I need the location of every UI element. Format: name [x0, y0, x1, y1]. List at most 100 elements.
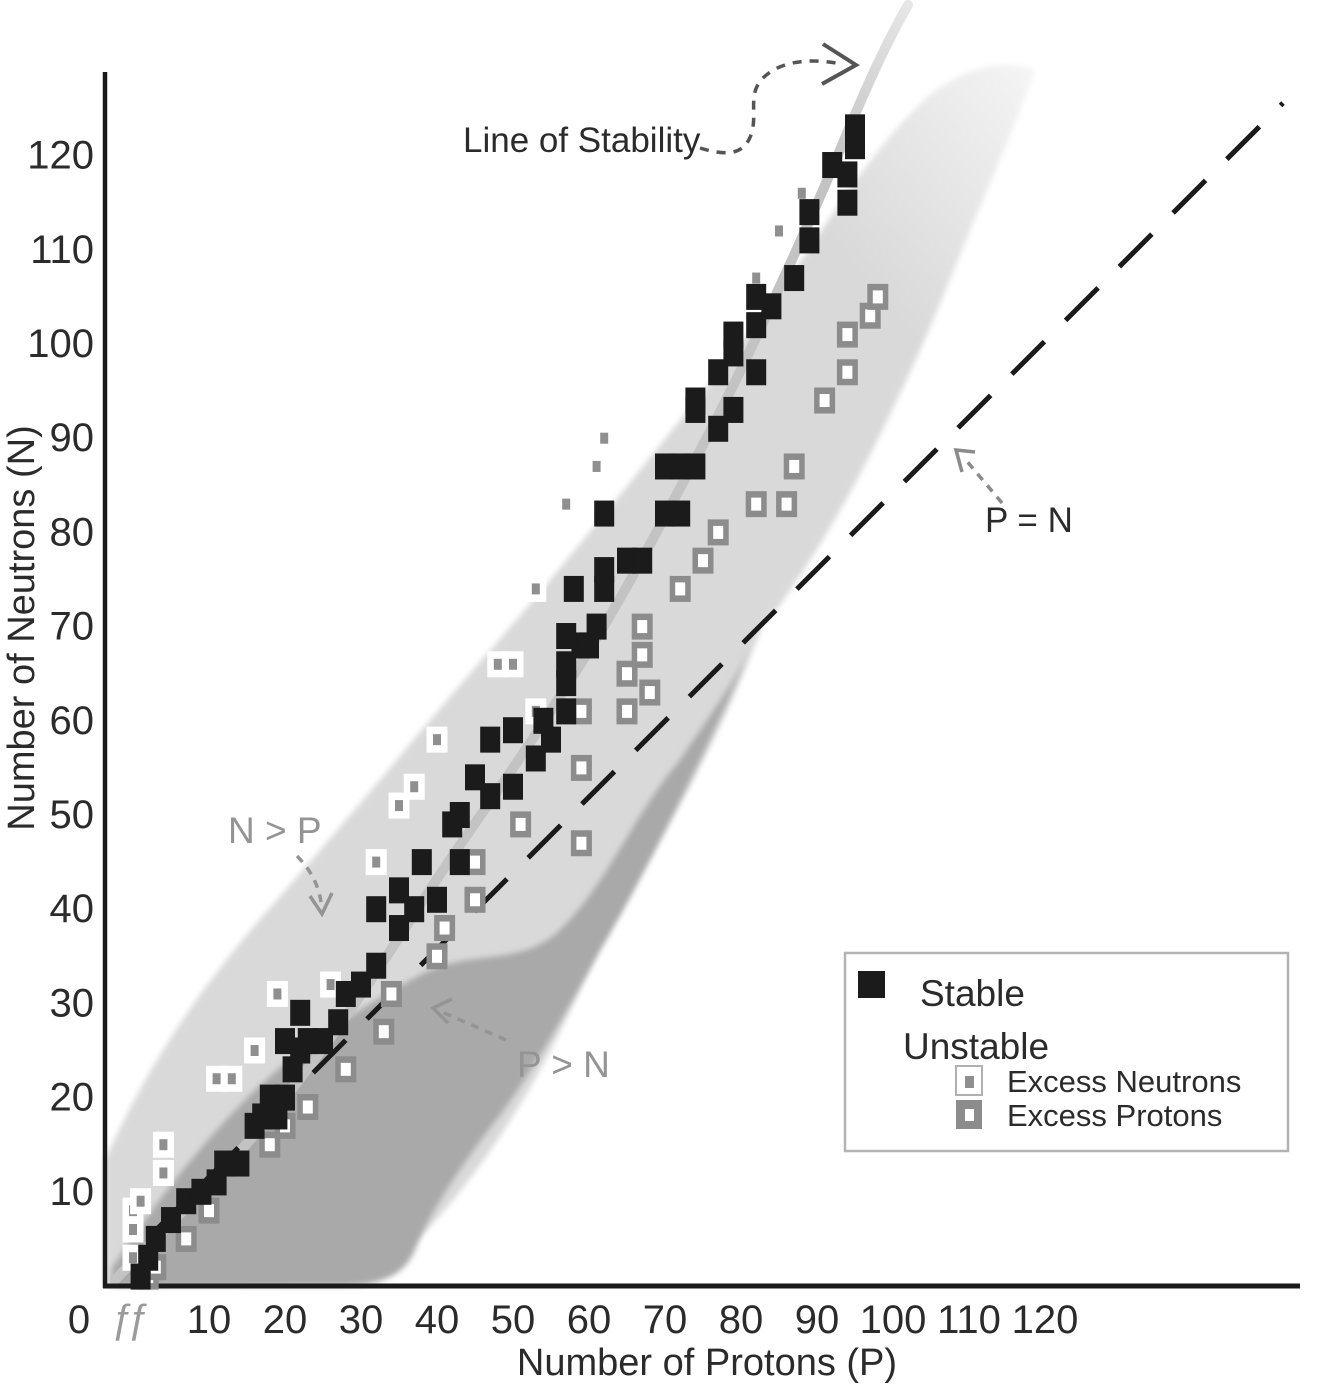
excess-neutron-dot-icon — [600, 432, 609, 444]
excess-neutron-dot-icon — [136, 1195, 145, 1207]
stable-point — [556, 698, 577, 725]
excess-proton-dot-icon — [644, 686, 655, 700]
x-tick-label: 10 — [187, 1298, 232, 1342]
x-axis-title: Number of Protons (P) — [517, 1342, 897, 1384]
stable-point — [799, 227, 820, 254]
y-tick-label: 20 — [50, 1076, 95, 1120]
n-greater-p-arrowhead-icon — [308, 892, 334, 918]
x-tick-label: 120 — [1012, 1298, 1079, 1342]
stable-point — [176, 1188, 197, 1215]
excess-proton-dot-icon — [386, 987, 397, 1001]
x-tick-label: 70 — [643, 1298, 688, 1342]
p-greater-n-arrowhead-icon — [430, 997, 453, 1025]
p-equals-n-arrow — [963, 457, 1004, 505]
legend-box — [843, 951, 1290, 1153]
y-tick-label: 10 — [50, 1170, 95, 1214]
stable-point — [556, 623, 577, 650]
stable-point — [389, 915, 409, 942]
legend-excess-protons-label: Excess Protons — [1007, 1098, 1222, 1133]
excess-neutron-dot-icon — [493, 658, 502, 670]
excess-proton-dot-icon — [872, 290, 883, 304]
stable-point — [404, 896, 425, 923]
stable-point — [465, 764, 485, 791]
excess-neutron-dot-icon — [592, 460, 601, 472]
p-equals-n-arrowhead-icon — [953, 447, 976, 473]
stable-point — [761, 293, 782, 320]
legend-stable-marker-icon — [858, 971, 885, 998]
stable-point — [297, 1028, 318, 1055]
x-tick-label: 30 — [339, 1298, 384, 1342]
stable-point — [708, 415, 729, 442]
stable-point — [366, 896, 387, 923]
stable-point — [214, 1150, 235, 1177]
stable-point — [746, 312, 767, 339]
stable-point — [389, 877, 409, 904]
excess-neutron-dot-icon — [159, 1167, 168, 1179]
y-tick-labels: 10 20 30 40 50 60 70 80 90 100 110 120 — [27, 134, 94, 1214]
excess-neutron-dot-icon — [395, 800, 403, 812]
legend-stable-label: Stable — [920, 973, 1025, 1014]
excess-proton-dot-icon — [751, 497, 762, 511]
y-tick-label: 50 — [50, 793, 95, 837]
excess-neutron-dot-icon — [129, 1252, 137, 1264]
excess-neutron-dot-icon — [433, 734, 441, 746]
y-tick-label: 100 — [27, 322, 94, 366]
excess-proton-dot-icon — [470, 855, 480, 869]
y-tick-label: 70 — [50, 605, 95, 649]
stable-point — [723, 396, 744, 423]
legend-unstable-label: Unstable — [903, 1026, 1049, 1067]
excess-neutron-dot-icon — [509, 658, 517, 670]
stable-point — [427, 886, 447, 913]
stable-point — [799, 199, 820, 226]
excess-proton-dot-icon — [637, 648, 648, 662]
stable-point — [449, 802, 470, 828]
excess-neutron-dot-icon — [775, 225, 783, 237]
stable-point — [746, 359, 767, 386]
stable-point — [525, 745, 546, 772]
excess-proton-dot-icon — [439, 921, 450, 935]
x-tick-label: 110 — [937, 1298, 1001, 1342]
stable-point — [449, 849, 470, 876]
legend-excess-protons-dot-icon — [965, 1109, 974, 1121]
excess-proton-points — [137, 283, 889, 1290]
excess-proton-dot-icon — [865, 309, 876, 323]
y-tick-label: 60 — [50, 699, 95, 743]
excess-neutron-dot-icon — [752, 272, 761, 284]
x-tick-labels: 0 10 20 30 40 50 60 70 80 90 100 110 120 — [68, 1298, 1079, 1342]
y-tick-label: 120 — [27, 134, 94, 178]
stable-point — [670, 453, 691, 480]
y-axis-title: Number of Neutrons (N) — [1, 425, 43, 830]
excess-proton-dot-icon — [515, 817, 526, 831]
stable-point — [685, 387, 706, 414]
excess-proton-dot-icon — [781, 497, 792, 511]
excess-proton-dot-icon — [842, 328, 853, 342]
stable-point — [556, 651, 577, 678]
excess-proton-dot-icon — [819, 394, 830, 408]
excess-proton-dot-icon — [698, 554, 708, 568]
stable-point — [351, 971, 371, 998]
excess-proton-dot-icon — [637, 620, 648, 634]
stable-point — [822, 152, 843, 179]
stable-point — [275, 1084, 295, 1111]
excess-neutron-dot-icon — [212, 1073, 221, 1085]
excess-proton-dot-icon — [675, 582, 686, 596]
stable-point — [480, 726, 501, 753]
stable-point — [290, 999, 311, 1026]
excess-neutron-dot-icon — [250, 1045, 259, 1056]
x-tick-label: 80 — [719, 1298, 764, 1342]
excess-neutron-dot-icon — [372, 856, 381, 868]
legend-excess-neutrons-label: Excess Neutrons — [1007, 1064, 1241, 1099]
excess-neutron-dot-icon — [410, 781, 419, 793]
y-tick-label: 110 — [30, 228, 94, 272]
excess-proton-dot-icon — [576, 836, 587, 850]
excess-proton-dot-icon — [622, 704, 632, 718]
excess-proton-dot-icon — [204, 1204, 214, 1218]
stable-point — [837, 189, 858, 216]
y-tick-label: 40 — [50, 887, 95, 931]
stable-point — [191, 1178, 212, 1205]
excess-neutron-dot-icon — [562, 498, 571, 510]
stable-point — [259, 1084, 280, 1111]
excess-proton-dot-icon — [713, 525, 724, 539]
stable-point — [617, 547, 637, 574]
